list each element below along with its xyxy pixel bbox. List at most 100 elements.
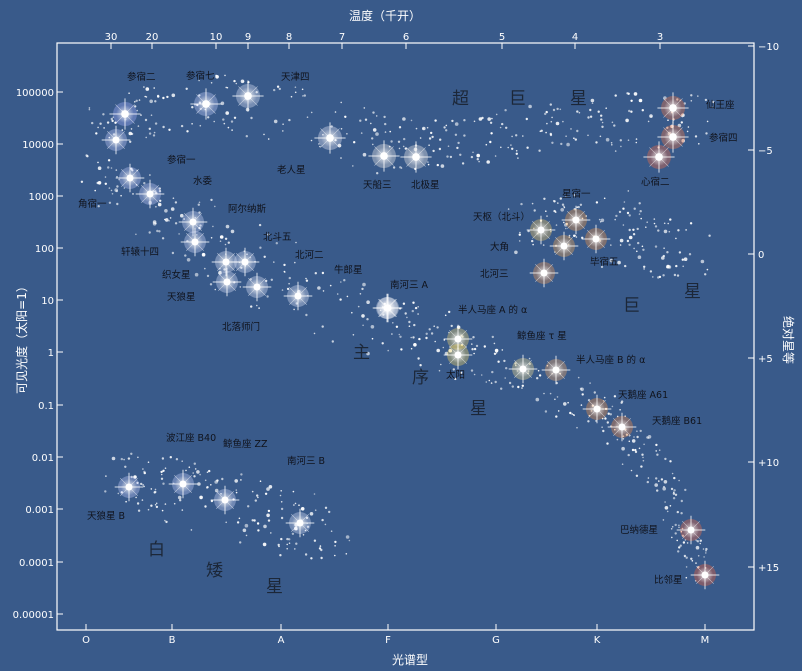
star-label: 阿尔纳斯 (228, 203, 267, 215)
field-dot (290, 95, 293, 98)
field-dot (214, 205, 216, 208)
field-dot (597, 110, 600, 113)
star-label: 大角 (490, 241, 509, 253)
field-dot (680, 121, 683, 124)
field-dot (671, 536, 673, 539)
field-dot (555, 415, 558, 418)
field-dot (389, 130, 392, 133)
field-dot (628, 235, 633, 240)
field-dot (334, 554, 336, 557)
star-core (222, 258, 230, 266)
field-dot (210, 82, 213, 84)
field-dot (664, 501, 666, 503)
field-dot (532, 243, 534, 246)
white-dwarf-char-3: 星 (266, 577, 283, 597)
field-dot (314, 272, 317, 275)
field-dot (245, 534, 248, 537)
field-dot (520, 202, 523, 206)
star-core (618, 423, 626, 431)
field-dot (531, 202, 534, 205)
field-dot (655, 477, 658, 480)
field-dot (280, 507, 284, 511)
field-dot (610, 244, 612, 246)
field-dot (503, 359, 506, 363)
field-dot (546, 215, 548, 217)
field-dot (185, 469, 187, 472)
field-dot (471, 348, 474, 351)
field-dot (209, 283, 213, 286)
star-label: 太阳 (446, 369, 465, 381)
field-dot (402, 117, 406, 121)
field-dot (633, 207, 636, 210)
field-dot (536, 377, 539, 380)
field-dot (288, 542, 291, 544)
field-dot (144, 95, 146, 98)
field-dot (691, 560, 694, 562)
field-dot (194, 272, 199, 277)
field-dot (500, 387, 503, 390)
right-tick-label: +15 (758, 563, 779, 574)
field-dot (616, 415, 619, 418)
field-dot (600, 114, 603, 117)
field-dot (372, 111, 375, 114)
field-dot (371, 337, 374, 340)
field-dot (677, 123, 682, 128)
field-dot (600, 118, 603, 121)
field-dot (521, 384, 524, 387)
field-dot (305, 277, 307, 280)
field-dot (137, 509, 141, 512)
field-dot (133, 475, 137, 479)
field-dot (300, 507, 305, 511)
field-dot (576, 206, 579, 208)
field-dot (559, 108, 562, 111)
star-label: 天鹅座 B61 (652, 415, 702, 427)
field-dot (222, 118, 225, 121)
star-marker (180, 227, 210, 257)
star-label: 天津四 (281, 72, 310, 83)
field-dot (695, 562, 697, 564)
field-dot (184, 254, 187, 257)
field-dot (143, 182, 146, 185)
field-dot (288, 118, 291, 122)
star-core (380, 152, 388, 160)
field-dot (637, 255, 642, 259)
field-dot (669, 460, 672, 463)
star-label: 鲸鱼座 ZZ (223, 438, 268, 450)
field-dot (619, 139, 622, 142)
field-dot (613, 395, 617, 398)
field-dot (696, 540, 698, 542)
field-dot (563, 402, 567, 406)
field-dot (366, 300, 370, 305)
field-dot (489, 121, 493, 125)
field-dot (280, 501, 283, 503)
field-dot (475, 344, 479, 348)
field-dot (663, 229, 668, 234)
field-dot (697, 555, 700, 557)
field-dot (653, 218, 656, 220)
field-dot (677, 550, 680, 553)
bottom-tick-label: B (169, 635, 176, 646)
star-marker (314, 122, 346, 154)
field-dot (517, 157, 519, 159)
field-dot (478, 160, 480, 163)
field-dot (295, 241, 297, 244)
field-dot (613, 124, 616, 127)
left-tick-label: 10000 (22, 140, 54, 151)
field-dot (517, 385, 520, 389)
field-dot (619, 244, 622, 246)
field-dot (363, 107, 366, 109)
field-dot (158, 187, 161, 190)
field-dot (278, 87, 281, 91)
supergiant-char-1: 超 (452, 89, 469, 109)
field-dot (627, 453, 630, 457)
star-label: 水委 (193, 175, 213, 187)
field-dot (235, 491, 238, 494)
field-dot (361, 314, 365, 318)
field-dot (543, 197, 546, 200)
bottom-tick-label: K (594, 635, 601, 646)
field-dot (417, 313, 419, 315)
field-dot (454, 133, 458, 136)
field-dot (415, 127, 418, 130)
field-dot (601, 426, 603, 429)
